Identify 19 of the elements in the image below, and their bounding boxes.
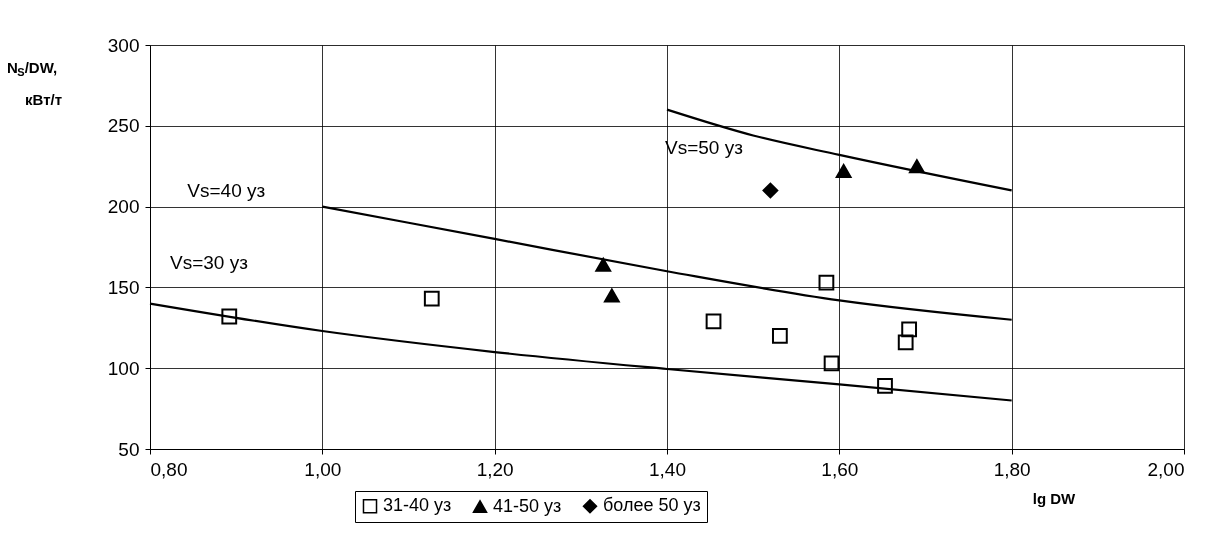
y-tick-label: 100: [107, 357, 140, 379]
x-tick-label: 2,00: [1147, 458, 1185, 480]
x-tick-label: 1,20: [476, 458, 514, 480]
x-axis-title: lg DW: [1032, 490, 1077, 507]
y-tick-label: 200: [107, 196, 140, 218]
x-tick-label: 0,80: [150, 458, 188, 480]
y-tick-label: 300: [107, 34, 140, 56]
y-tick-label: 50: [118, 438, 140, 460]
annotation: Vs=30 уз: [170, 251, 248, 273]
x-tick-label: 1,80: [993, 458, 1031, 480]
x-tick-label: 1,00: [304, 458, 342, 480]
y-tick-label: 150: [107, 276, 140, 298]
legend-label: 31-40 уз: [383, 495, 452, 516]
annotation: Vs=40 уз: [187, 179, 266, 201]
x-tick-label: 1,60: [821, 458, 859, 480]
legend-label: более 50 уз: [603, 495, 701, 516]
x-tick-label: 1,40: [649, 458, 686, 480]
y-tick-label: 250: [107, 115, 140, 137]
legend-label: 41-50 уз: [493, 495, 562, 516]
